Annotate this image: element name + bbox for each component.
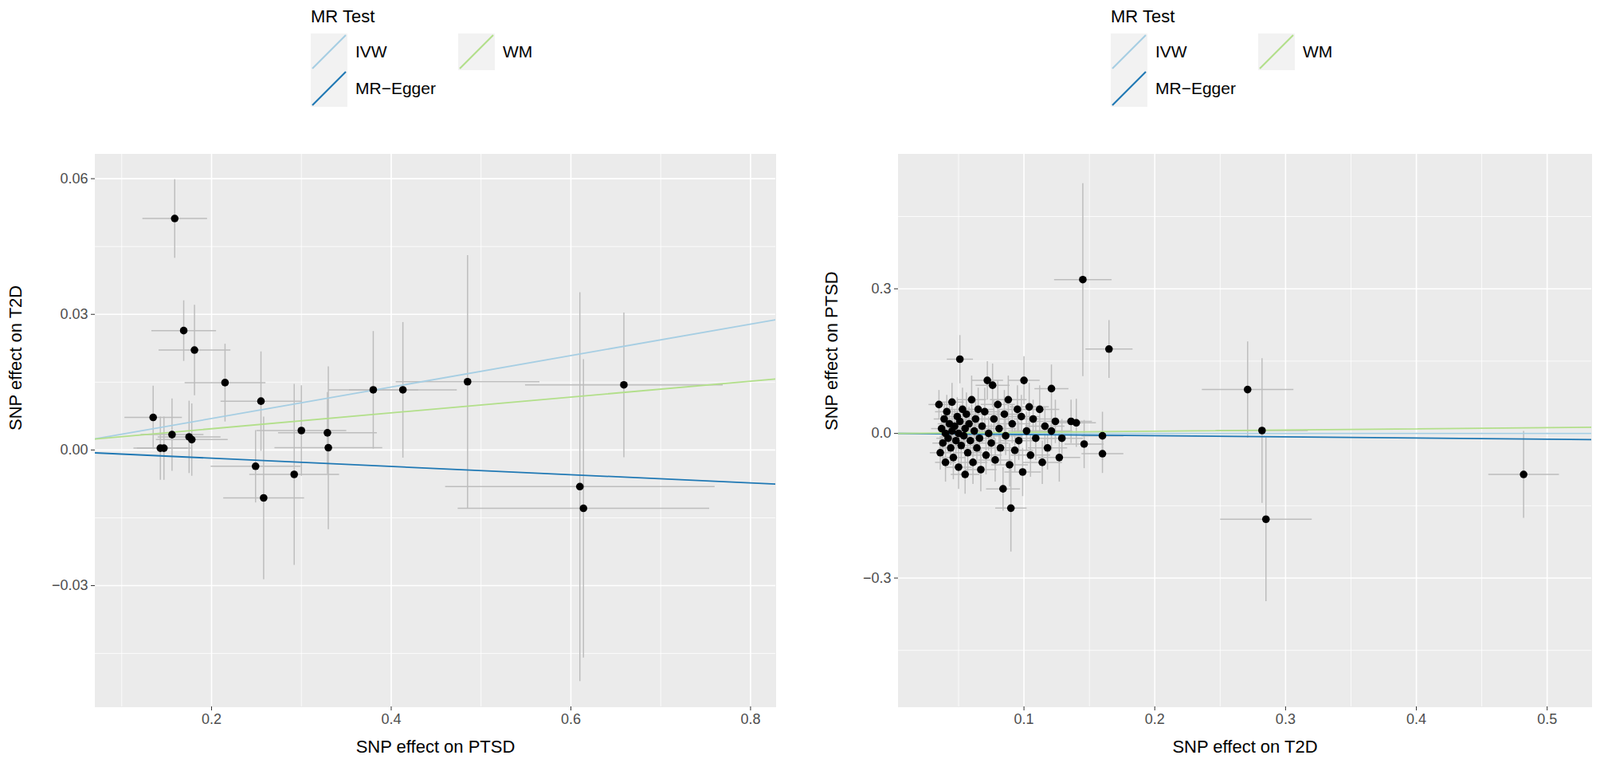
svg-text:0.4: 0.4	[1406, 710, 1427, 727]
svg-text:0.5: 0.5	[1537, 710, 1557, 727]
svg-text:SNP effect on T2D: SNP effect on T2D	[5, 285, 26, 431]
html-text:MR−Egger: MR−Egger	[355, 78, 436, 98]
html-text:IVW: IVW	[355, 42, 388, 61]
svg-text:0.3: 0.3	[870, 280, 891, 297]
svg-text:0.00: 0.00	[59, 441, 88, 458]
html-text:IVW: IVW	[1155, 42, 1188, 61]
svg-text:0.03: 0.03	[59, 305, 88, 322]
svg-text:SNP effect on PTSD: SNP effect on PTSD	[821, 270, 842, 431]
html-text:WM: WM	[1302, 42, 1333, 61]
svg-text:−0.03: −0.03	[51, 576, 89, 593]
html-text:MR Test: MR Test	[310, 6, 375, 27]
svg-text:0.6: 0.6	[560, 710, 581, 727]
html-text:MR Test: MR Test	[1110, 6, 1175, 27]
svg-text:0.2: 0.2	[201, 710, 222, 727]
svg-text:0.2: 0.2	[1145, 710, 1165, 727]
html-text:WM: WM	[502, 42, 533, 61]
svg-text:0.3: 0.3	[1275, 710, 1296, 727]
svg-text:0.0: 0.0	[870, 424, 891, 441]
svg-text:0.4: 0.4	[380, 710, 401, 727]
svg-text:0.06: 0.06	[59, 170, 88, 187]
svg-text:−0.3: −0.3	[862, 569, 892, 586]
svg-text:SNP effect on T2D: SNP effect on T2D	[1172, 736, 1318, 757]
html-text:MR−Egger: MR−Egger	[1155, 78, 1236, 98]
svg-text:0.8: 0.8	[740, 710, 761, 727]
svg-text:0.1: 0.1	[1014, 710, 1035, 727]
svg-text:SNP effect on PTSD: SNP effect on PTSD	[356, 736, 516, 757]
